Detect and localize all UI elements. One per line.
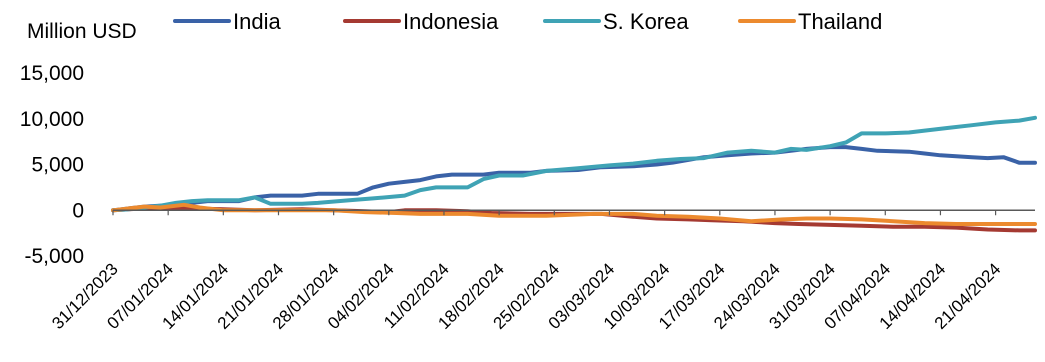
y-tick-label: 5,000 (31, 154, 84, 177)
legend-label: S. Korea (603, 9, 689, 34)
y-tick-label: 15,000 (20, 62, 84, 85)
y-tick-label: 10,000 (20, 108, 84, 131)
legend-label: Indonesia (403, 9, 499, 34)
legend-label: India (233, 9, 281, 34)
series-line-thailand (111, 202, 1037, 226)
plot-area (111, 115, 1037, 233)
y-tick-label: 0 (72, 199, 84, 222)
legend-label: Thailand (798, 9, 882, 34)
x-axis: 31/12/202307/01/202414/01/202421/01/2024… (48, 209, 1035, 333)
y-tick-label: -5,000 (24, 245, 84, 268)
series-line-s-korea (111, 115, 1037, 213)
series-line-india (111, 145, 1037, 213)
y-axis-ticks: -5,000 0 5,000 10,000 15,000 (20, 62, 84, 268)
y-axis-label: Million USD (27, 20, 137, 43)
legend: India Indonesia S. Korea Thailand (173, 9, 882, 34)
